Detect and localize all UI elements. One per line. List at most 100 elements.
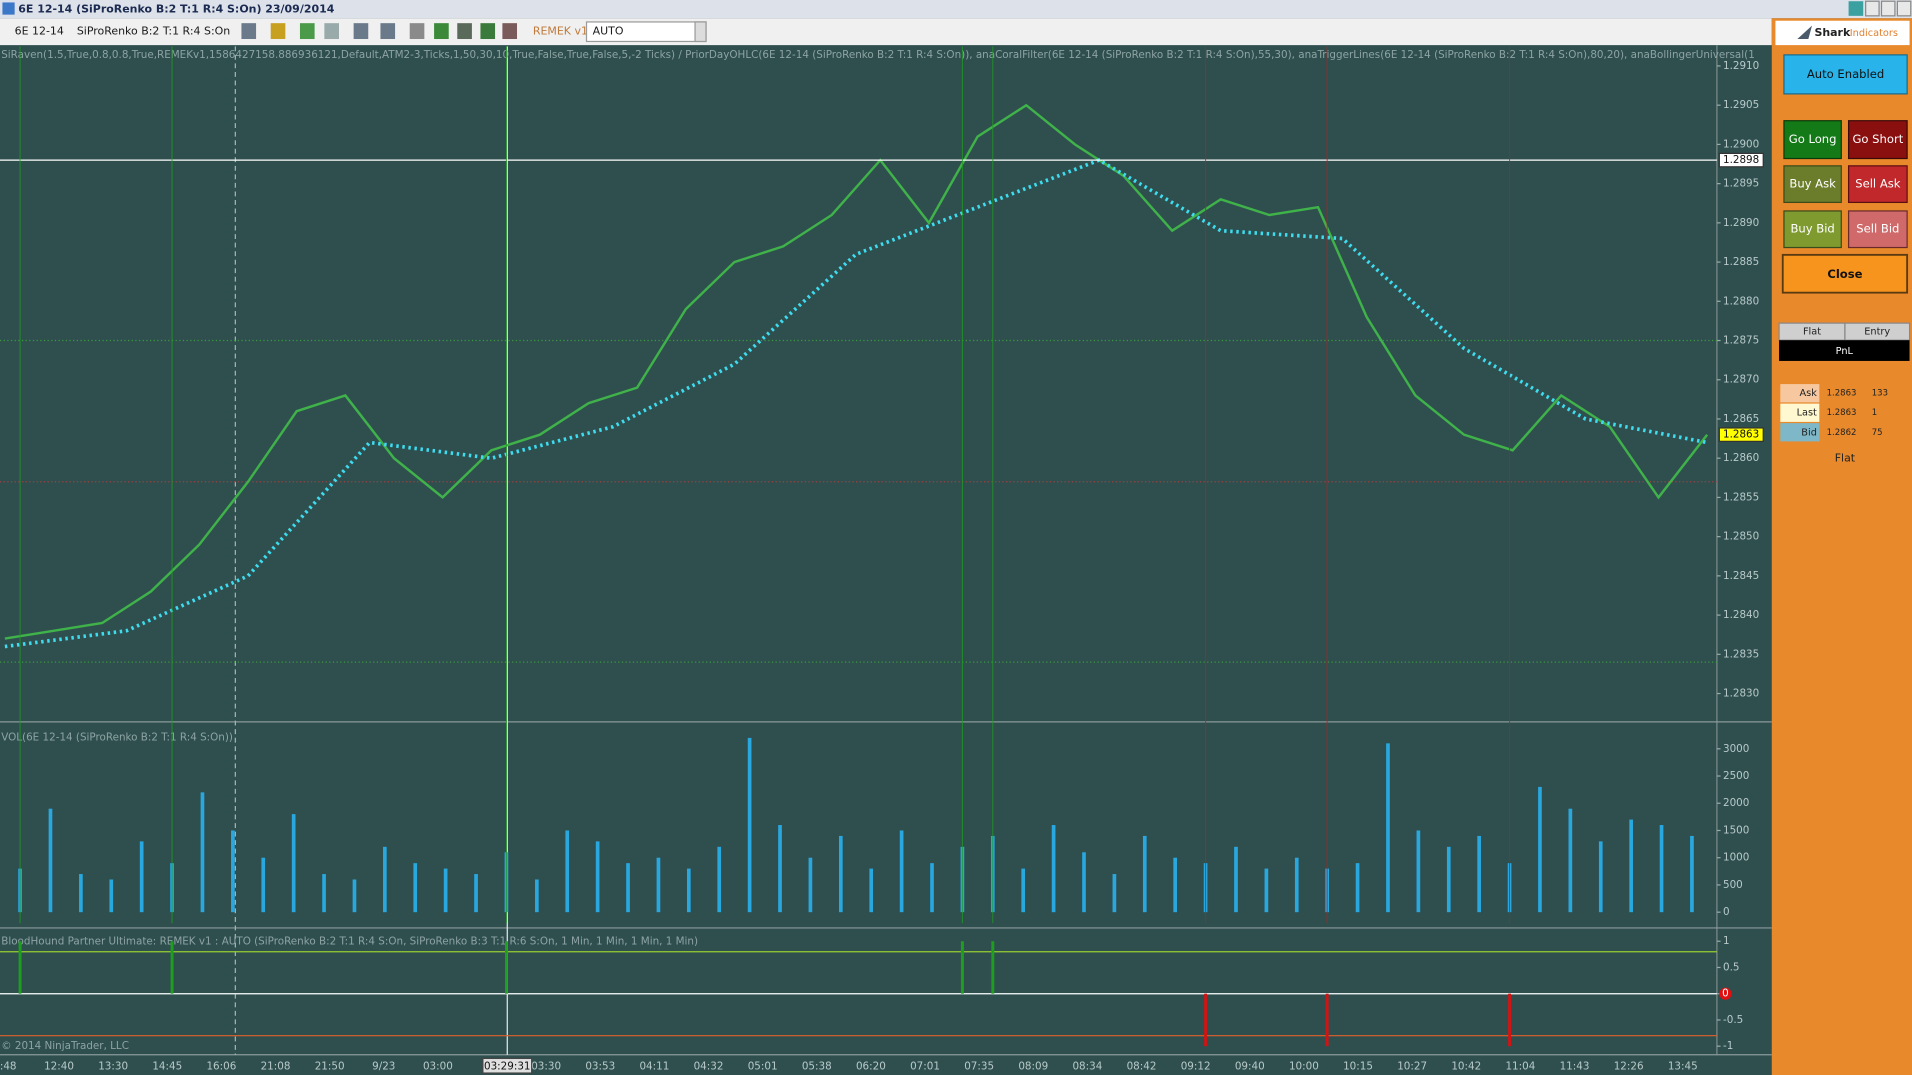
- sell-bid-label[interactable]: Sell Bid: [1856, 222, 1899, 236]
- x-tick-label: 1:48: [0, 1060, 17, 1072]
- account-selector[interactable]: AUTO: [593, 25, 624, 38]
- plot-area: SiRaven(1.5,True,0.8,0.8,True,REMEKv1,15…: [0, 46, 1764, 1072]
- bar-type-selector[interactable]: SiProRenko B:2 T:1 R:4 S:On: [77, 25, 230, 38]
- volume-bar: [1051, 825, 1056, 913]
- quote-label: Bid: [1801, 427, 1817, 438]
- y-tick-label: 1000: [1723, 852, 1749, 864]
- volume-bar: [1477, 835, 1481, 913]
- go-long-label[interactable]: Go Long: [1789, 132, 1837, 146]
- volume-bar: [261, 857, 266, 913]
- x-tick-label: 07:35: [964, 1060, 994, 1072]
- signal-bar: [991, 941, 995, 994]
- volume-bar: [1112, 874, 1117, 913]
- x-tick-label: 11:04: [1505, 1060, 1535, 1072]
- icon[interactable]: [353, 23, 369, 40]
- quote-price: 1.2862: [1827, 428, 1857, 438]
- volume-bar: [1568, 808, 1573, 913]
- sell-ask-label[interactable]: Sell Ask: [1855, 177, 1901, 191]
- x-tick-label: 06:20: [856, 1060, 886, 1072]
- go-short-button[interactable]: [1847, 120, 1908, 160]
- x-tick-label: 10:27: [1397, 1060, 1427, 1072]
- y-tick-label: 1.2900: [1723, 138, 1759, 150]
- volume-bar: [899, 830, 904, 913]
- quote-size: 75: [1872, 428, 1883, 438]
- icon[interactable]: [299, 23, 315, 40]
- x-tick-label: 13:45: [1668, 1060, 1698, 1072]
- volume-bar: [717, 846, 722, 913]
- buy-bid-label[interactable]: Buy Bid: [1790, 222, 1834, 236]
- y-tick-label: 1500: [1723, 824, 1749, 836]
- last-value-box: [1719, 987, 1732, 1000]
- sell-ask-button[interactable]: [1847, 165, 1908, 204]
- close-button[interactable]: [1781, 253, 1909, 294]
- signal-bar: [18, 941, 22, 994]
- volume-bar: [474, 874, 478, 913]
- maximize-button[interactable]: [1880, 0, 1896, 17]
- volume-bar: [747, 737, 752, 913]
- quote-price: 1.2863: [1827, 389, 1857, 399]
- buy-bid-button[interactable]: [1783, 210, 1842, 249]
- x-tick-label: 14:45: [152, 1060, 182, 1072]
- sell-bid-button[interactable]: [1847, 210, 1908, 249]
- y-tick-label: 2000: [1723, 797, 1749, 809]
- volume-bar: [1264, 868, 1269, 913]
- icon[interactable]: [434, 23, 449, 40]
- icon[interactable]: [324, 23, 339, 40]
- position-status: Flat: [1835, 451, 1856, 464]
- x-tick-label: 09:12: [1181, 1060, 1211, 1072]
- x-tick-label: 05:38: [802, 1060, 832, 1072]
- price-marker-label: 1.2863: [1723, 429, 1759, 441]
- volume-bar: [838, 835, 843, 913]
- volume-bar: [139, 841, 144, 913]
- close-window-button[interactable]: [1896, 0, 1912, 17]
- icon[interactable]: [270, 23, 286, 40]
- x-tick-label: 11:43: [1560, 1060, 1590, 1072]
- buy-ask-button[interactable]: [1783, 165, 1842, 204]
- buy-ask-label[interactable]: Buy Ask: [1789, 177, 1836, 191]
- volume-bar: [1629, 819, 1633, 913]
- y-tick-label: 1.2835: [1723, 648, 1759, 660]
- x-tick-label: 21:50: [315, 1060, 345, 1072]
- ask-cell: [1780, 384, 1820, 403]
- volume-bar: [1690, 835, 1694, 913]
- logo-box: [1775, 20, 1910, 46]
- y-tick-label: 1.2855: [1723, 491, 1759, 503]
- icon[interactable]: [480, 23, 496, 40]
- close-label[interactable]: Close: [1827, 267, 1862, 281]
- quote-size: 1: [1872, 408, 1877, 418]
- icon[interactable]: [457, 23, 472, 40]
- icon[interactable]: [241, 23, 257, 40]
- dropdown-arrow[interactable]: [694, 21, 707, 43]
- instrument-selector[interactable]: 6E 12-14: [15, 25, 64, 38]
- y-tick-label: 0: [1723, 906, 1730, 918]
- volume-bar: [79, 874, 83, 913]
- volume-bar: [1082, 852, 1086, 913]
- volume-bar: [595, 841, 600, 913]
- x-tick-label: 03:53: [585, 1060, 615, 1072]
- volume-bar: [291, 814, 296, 913]
- volume-bar: [1355, 863, 1360, 913]
- volume-bar: [200, 792, 205, 913]
- volume-bar: [322, 874, 326, 913]
- y-tick-label: 1: [1723, 935, 1730, 947]
- auto-button-label[interactable]: Auto Enabled: [1807, 67, 1884, 81]
- go-long-button[interactable]: [1783, 120, 1842, 160]
- y-tick-label: 1.2905: [1723, 99, 1759, 111]
- x-tick-label: 04:11: [639, 1060, 669, 1072]
- icon[interactable]: [380, 23, 396, 40]
- y-tick-label: 2500: [1723, 770, 1749, 782]
- y-tick-label: 1.2870: [1723, 374, 1759, 386]
- icon[interactable]: [409, 23, 425, 40]
- auto-button[interactable]: [1783, 54, 1908, 95]
- icon[interactable]: [502, 23, 518, 40]
- pane-title: BloodHound Partner Ultimate: REMEK v1 : …: [1, 935, 698, 947]
- go-short-label[interactable]: Go Short: [1852, 132, 1903, 146]
- x-tick-label: 07:01: [910, 1060, 940, 1072]
- y-tick-label: 1.2895: [1723, 178, 1759, 190]
- y-tick-label: 1.2890: [1723, 217, 1759, 229]
- minimize-button[interactable]: [1865, 0, 1880, 17]
- bid-cell: [1780, 423, 1820, 442]
- volume-bar: [1294, 857, 1299, 913]
- window-button[interactable]: [1848, 1, 1864, 16]
